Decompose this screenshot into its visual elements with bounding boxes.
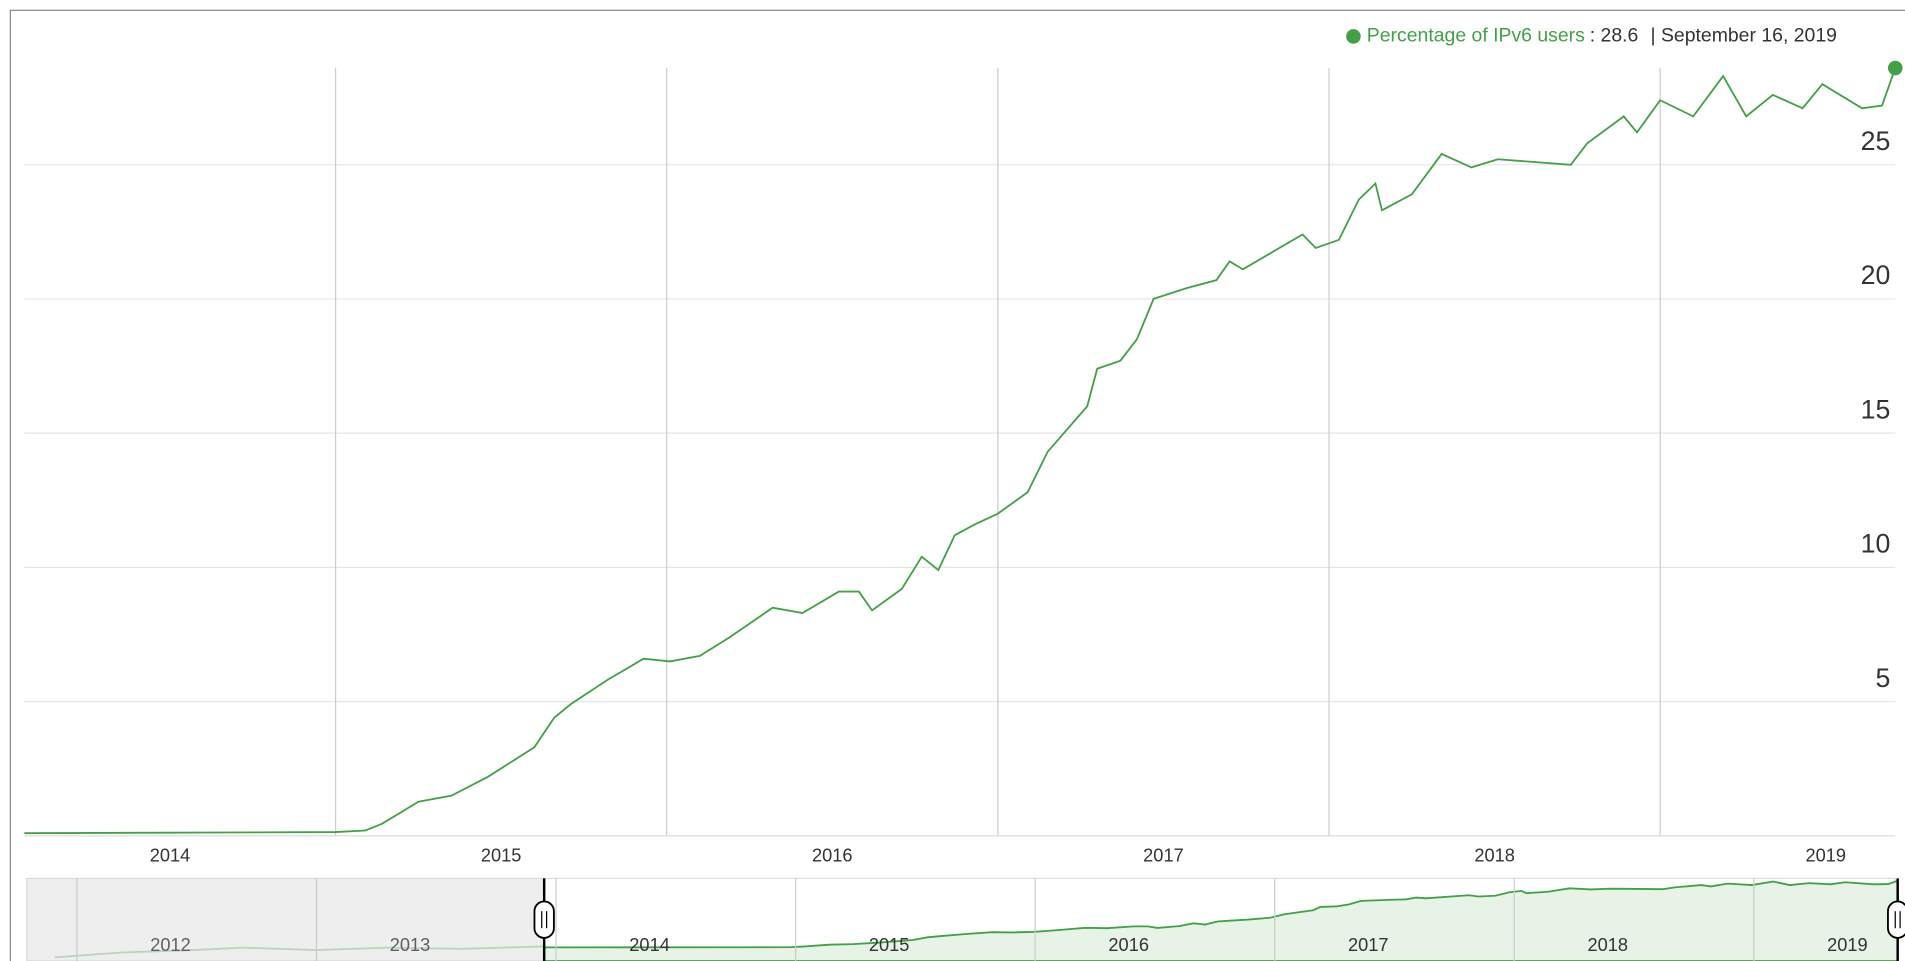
x-tick-label: 2014 [150,845,191,865]
x-tick-label: 2019 [1805,845,1846,865]
y-tick-label: 10 [1861,529,1891,559]
navigator-tick-label: 2015 [869,935,910,955]
navigator-handle[interactable] [533,900,555,939]
navigator-tick-label: 2016 [1108,935,1149,955]
navigator-tick-label: 2018 [1588,935,1629,955]
navigator-handle[interactable] [1887,900,1905,939]
legend-dot [1346,29,1361,44]
navigator-mask [26,878,545,961]
y-tick-label: 15 [1861,394,1891,424]
date: September 16, 2019 [1661,25,1837,47]
legend-label: Percentage of IPv6 users [1367,25,1585,47]
x-tick-label: 2017 [1143,845,1184,865]
end-marker [1887,60,1903,76]
navigator-tick-label: 2013 [390,935,431,955]
current-value: 28.6 [1601,25,1639,47]
y-tick-label: 5 [1876,663,1891,693]
navigator-area [543,879,1899,961]
y-tick-label: 25 [1861,126,1891,156]
legend-date: | September 16, 2019 [1650,25,1836,47]
navigator-tick-label: 2014 [629,935,670,955]
navigator-tick-label: 2019 [1827,935,1868,955]
x-tick-label: 2015 [481,845,522,865]
x-tick-label: 2016 [812,845,853,865]
legend-value: : 28.6 [1590,25,1639,47]
line [24,67,1897,835]
legend: Percentage of IPv6 users [1346,25,1585,47]
x-tick-label: 2018 [1474,845,1515,865]
navigator-tick-label: 2012 [150,935,191,955]
navigator-tick-label: 2017 [1348,935,1389,955]
frame [9,9,1905,961]
y-tick-label: 20 [1861,260,1891,290]
navigator-history [54,945,545,959]
